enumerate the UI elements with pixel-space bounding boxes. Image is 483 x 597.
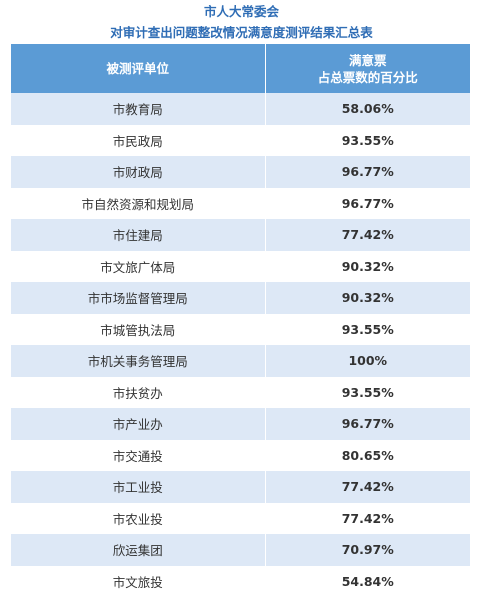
satisfaction-percent-cell: 90.32% [265, 282, 470, 314]
unit-name-cell: 市住建局 [11, 219, 265, 251]
satisfaction-percent-cell: 54.84% [265, 566, 470, 597]
satisfaction-percent-cell: 100% [265, 345, 470, 377]
unit-name-cell: 欣运集团 [11, 534, 265, 566]
page-title-committee: 市人大常委会 [0, 4, 483, 20]
header-unit-label: 被测评单位 [106, 61, 169, 76]
satisfaction-percent-cell: 77.42% [265, 503, 470, 535]
header-satisfaction: 满意票 占总票数的百分比 [265, 44, 470, 93]
satisfaction-percent-cell: 93.55% [265, 314, 470, 346]
unit-name-cell: 市财政局 [11, 156, 265, 188]
unit-name-cell: 市文旅投 [11, 566, 265, 597]
satisfaction-percent-cell: 96.77% [265, 408, 470, 440]
satisfaction-percent-cell: 80.65% [265, 440, 470, 472]
unit-name-cell: 市扶贫办 [11, 377, 265, 409]
unit-name-cell: 市城管执法局 [11, 314, 265, 346]
satisfaction-percent-cell: 77.42% [265, 219, 470, 251]
unit-name-cell: 市产业办 [11, 408, 265, 440]
satisfaction-percent-cell: 58.06% [265, 93, 470, 125]
page-title-table-name: 对审计查出问题整改情况满意度测评结果汇总表 [0, 25, 483, 41]
header-satisfaction-line2: 占总票数的百分比 [266, 69, 471, 86]
satisfaction-percent-cell: 96.77% [265, 156, 470, 188]
unit-name-cell: 市工业投 [11, 471, 265, 503]
unit-name-cell: 市文旅广体局 [11, 251, 265, 283]
satisfaction-percent-cell: 96.77% [265, 188, 470, 220]
unit-name-cell: 市市场监督管理局 [11, 282, 265, 314]
unit-name-cell: 市农业投 [11, 503, 265, 535]
table-header-row: 被测评单位 满意票 占总票数的百分比 [11, 44, 470, 93]
satisfaction-percent-cell: 77.42% [265, 471, 470, 503]
satisfaction-percent-cell: 70.97% [265, 534, 470, 566]
unit-name-cell: 市自然资源和规划局 [11, 188, 265, 220]
unit-name-cell: 市教育局 [11, 93, 265, 125]
satisfaction-percent-cell: 90.32% [265, 251, 470, 283]
header-satisfaction-line1: 满意票 [266, 52, 471, 69]
unit-name-cell: 市交通投 [11, 440, 265, 472]
unit-name-cell: 市机关事务管理局 [11, 345, 265, 377]
satisfaction-percent-cell: 93.55% [265, 377, 470, 409]
header-unit: 被测评单位 [11, 44, 265, 93]
satisfaction-percent-cell: 93.55% [265, 125, 470, 157]
unit-name-cell: 市民政局 [11, 125, 265, 157]
